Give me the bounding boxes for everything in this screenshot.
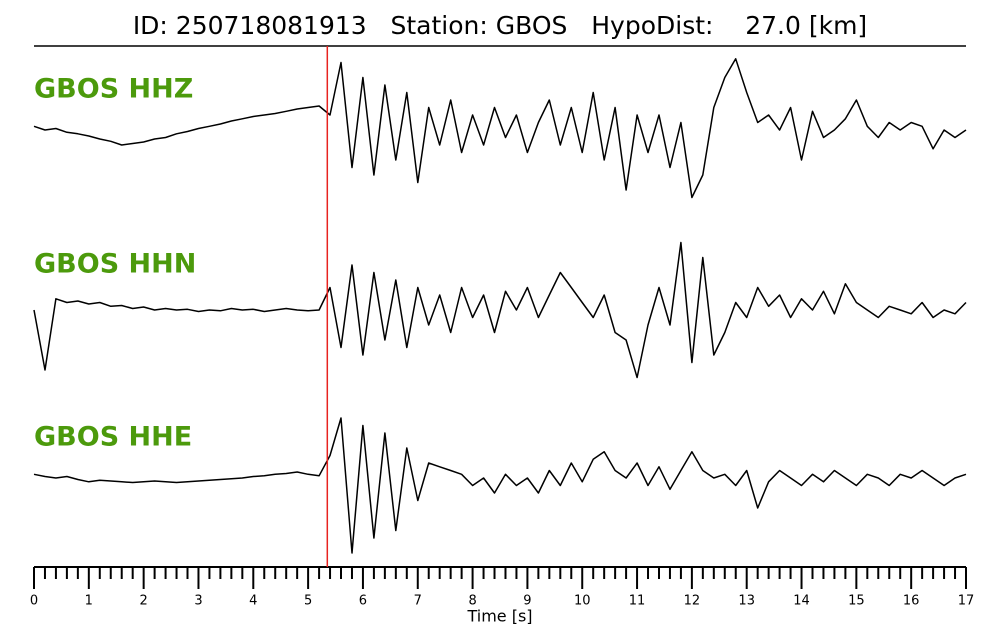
trace-label: GBOS HHN	[34, 249, 196, 280]
trace	[33, 58, 967, 199]
x-tick-label: 12	[684, 594, 701, 609]
x-tick-label: 16	[903, 594, 920, 609]
x-tick-label: 13	[738, 594, 755, 609]
x-tick-label: 15	[848, 594, 865, 609]
x-tick-label: 3	[194, 594, 202, 609]
x-tick-label: 17	[958, 594, 975, 609]
x-tick-label: 7	[414, 594, 422, 609]
x-tick-label: 9	[523, 594, 531, 609]
trace-label: GBOS HHE	[34, 422, 192, 453]
x-tick-label: 4	[249, 594, 257, 609]
trace-label: GBOS HHZ	[34, 74, 193, 105]
x-tick-label: 8	[468, 594, 476, 609]
x-tick-label: 1	[85, 594, 93, 609]
trace	[33, 241, 967, 379]
trace	[33, 417, 967, 554]
x-tick-label: 6	[359, 594, 367, 609]
chart-title: ID: 250718081913 Station: GBOS HypoDist:…	[133, 11, 867, 40]
x-tick-label: 0	[30, 594, 38, 609]
x-axis-label: Time [s]	[466, 607, 532, 626]
x-tick-label: 2	[140, 594, 148, 609]
x-tick-label: 11	[629, 594, 646, 609]
x-tick-label: 10	[574, 594, 591, 609]
x-tick-label: 5	[304, 594, 312, 609]
x-tick-label: 14	[793, 594, 810, 609]
